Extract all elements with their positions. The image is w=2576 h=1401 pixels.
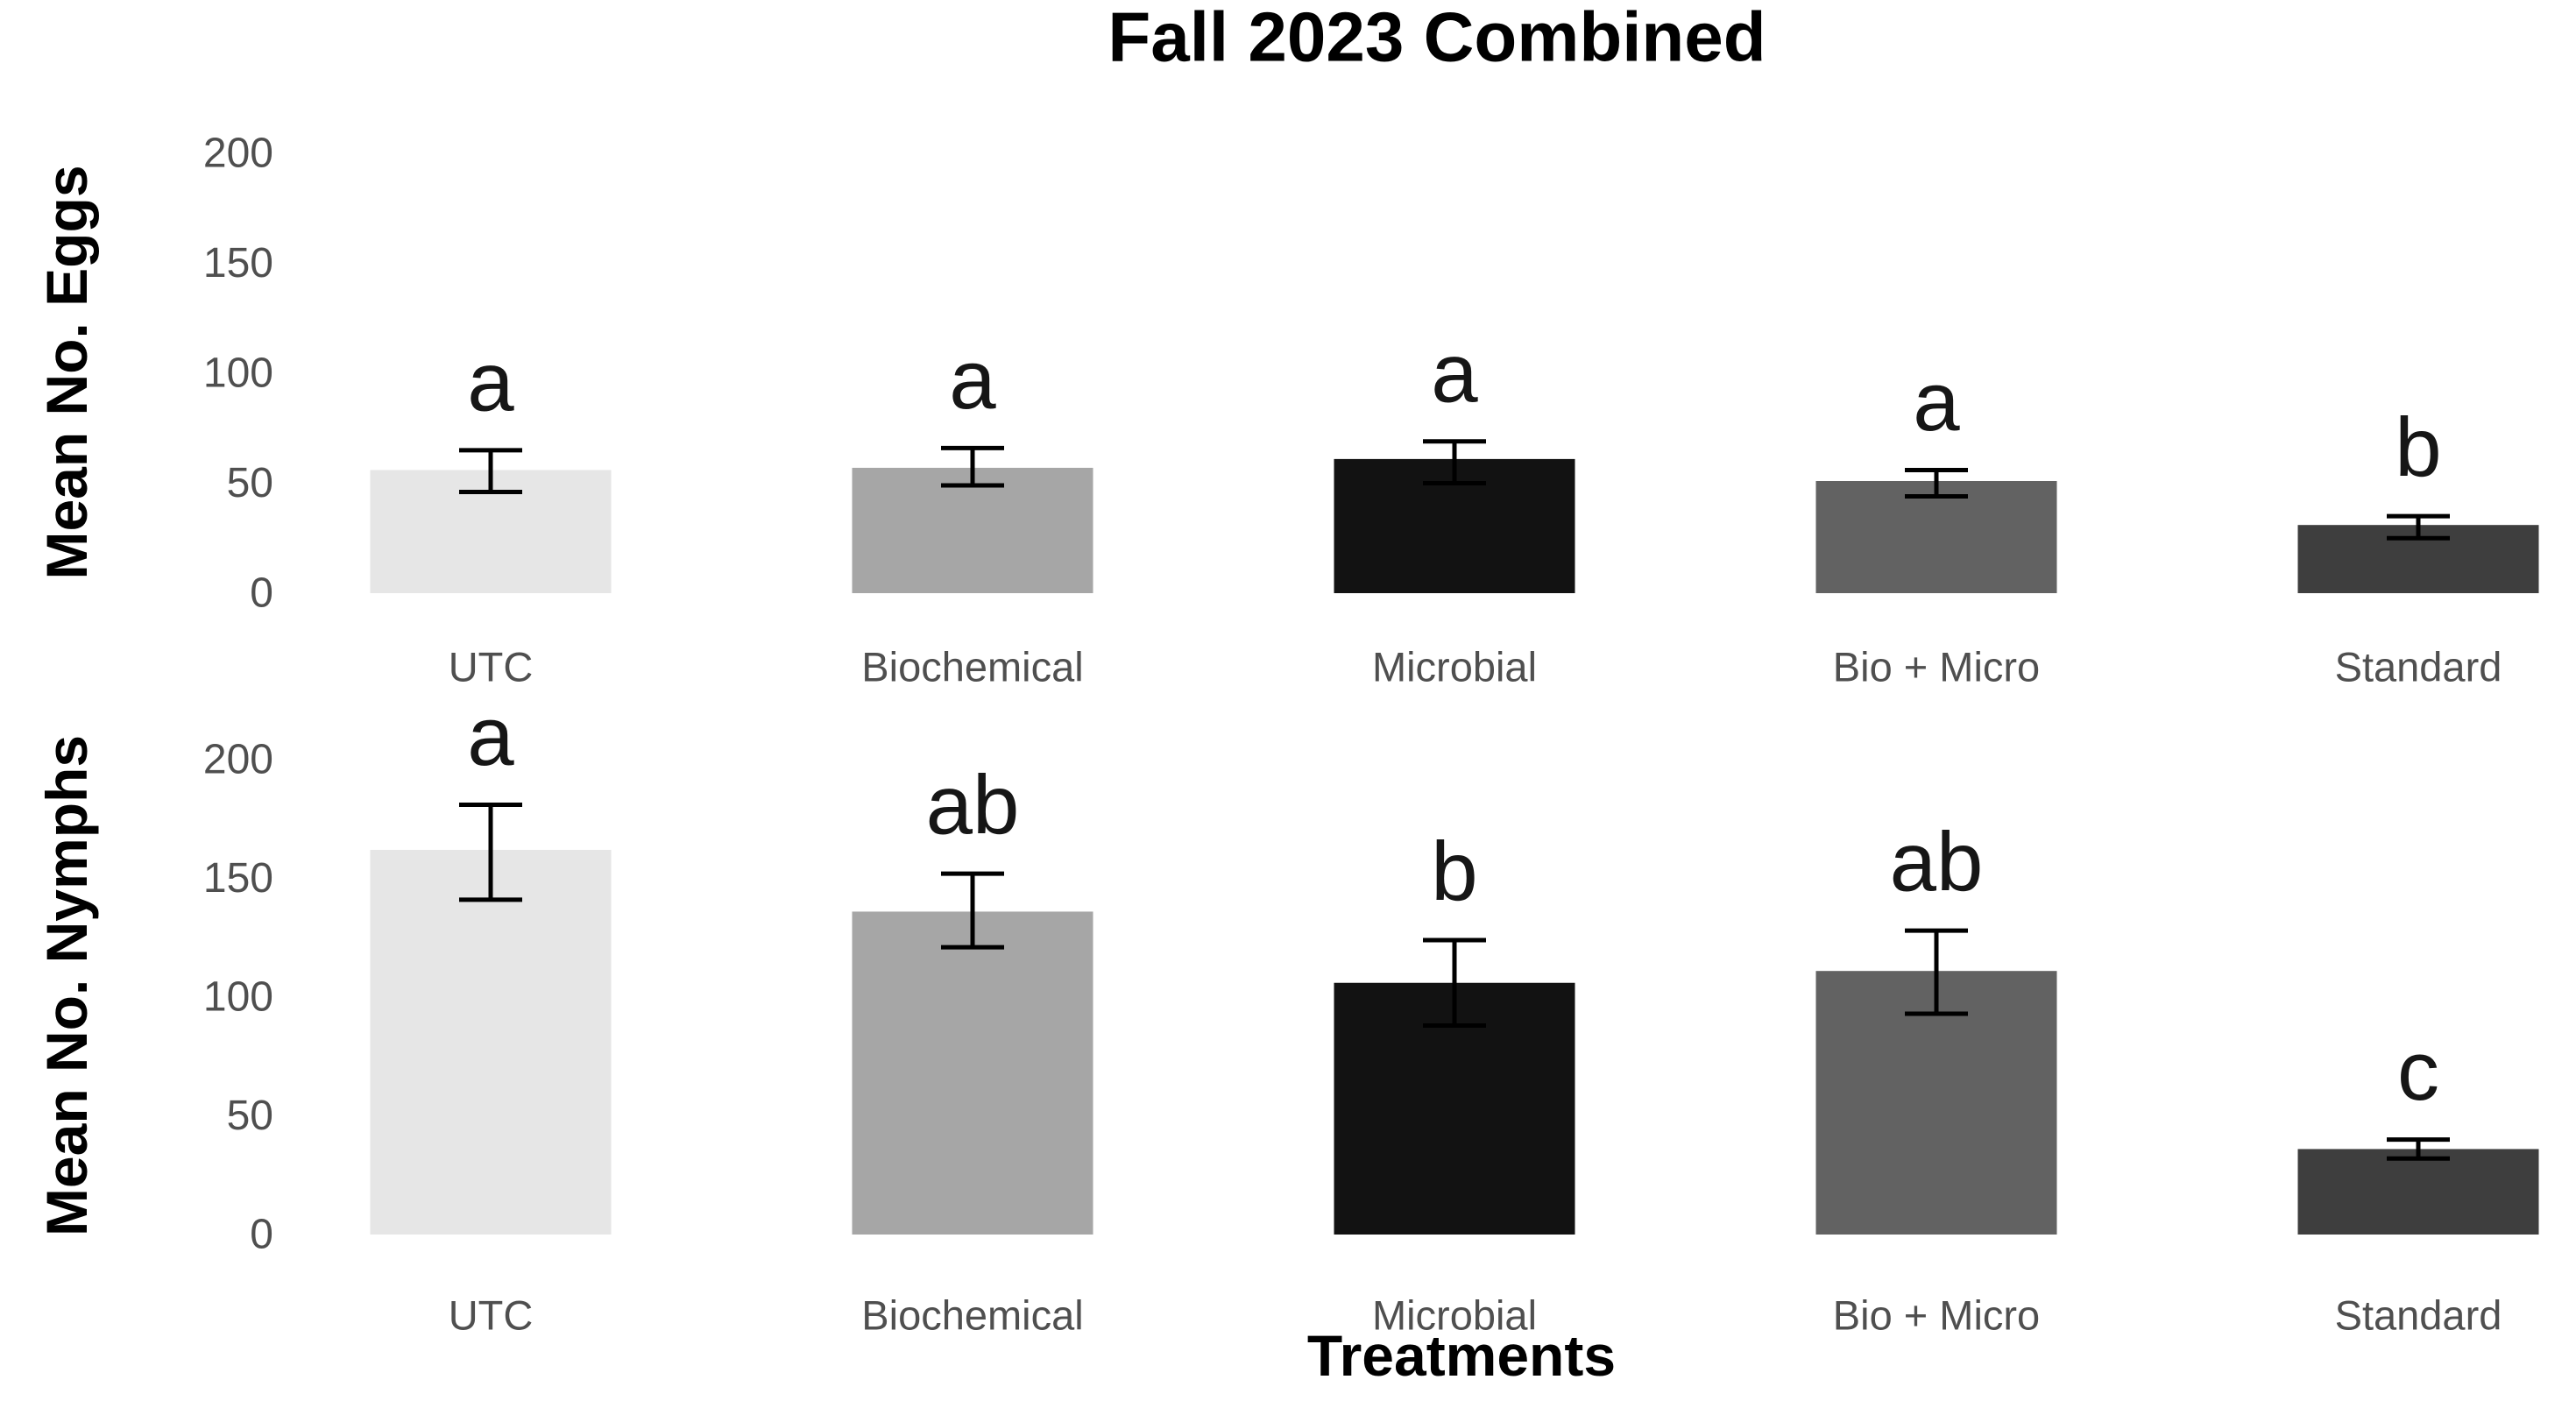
y-tick-label-eggs-50: 50 <box>227 460 273 506</box>
bar-nymphs-biochemical <box>852 911 1093 1235</box>
chart-title: Fall 2023 Combined <box>1108 0 1766 76</box>
sig-letter-nymphs-microbial: b <box>1431 824 1477 918</box>
x-tick-label-nymphs-microbial: Microbial <box>1372 1292 1537 1339</box>
sig-letter-nymphs-biochemical: ab <box>926 759 1020 853</box>
x-tick-label-nymphs-utc: UTC <box>449 1292 534 1339</box>
y-tick-label-eggs-0: 0 <box>250 570 273 617</box>
sig-letter-nymphs-utc: a <box>467 690 514 783</box>
y-tick-label-nymphs-200: 200 <box>203 737 273 783</box>
sig-letter-eggs-standard: b <box>2395 401 2441 495</box>
x-tick-label-eggs-utc: UTC <box>449 644 534 690</box>
y-tick-label-nymphs-150: 150 <box>203 855 273 902</box>
x-tick-label-eggs-bio-micro: Bio + Micro <box>1833 644 2040 690</box>
y-axis-title-eggs: Mean No. Eggs <box>34 165 99 579</box>
sig-letter-eggs-biochemical: a <box>949 333 996 427</box>
x-tick-label-eggs-standard: Standard <box>2335 644 2502 690</box>
sig-letter-eggs-microbial: a <box>1431 326 1478 420</box>
x-tick-label-nymphs-biochemical: Biochemical <box>861 1292 1083 1339</box>
panel-nymphs: 0 50 100 150 200 Mean No. Nymphs a UTC ab Biochem… <box>34 690 2539 1339</box>
x-tick-label-eggs-microbial: Microbial <box>1372 644 1537 690</box>
y-tick-label-eggs-100: 100 <box>203 350 273 397</box>
y-tick-label-nymphs-0: 0 <box>250 1212 273 1258</box>
bar-nymphs-standard <box>2297 1149 2539 1235</box>
y-axis-title-nymphs: Mean No. Nymphs <box>34 735 99 1236</box>
sig-letter-eggs-bio-micro: a <box>1913 355 1960 449</box>
x-tick-label-nymphs-standard: Standard <box>2335 1292 2502 1339</box>
sig-letter-eggs-utc: a <box>467 335 514 428</box>
sig-letter-nymphs-bio-micro: ab <box>1890 816 1984 909</box>
y-tick-label-eggs-150: 150 <box>203 240 273 287</box>
sig-letter-nymphs-standard: c <box>2397 1024 2439 1118</box>
bar-nymphs-utc <box>370 849 612 1235</box>
bar-eggs-bio-micro <box>1815 480 2057 593</box>
x-tick-label-eggs-biochemical: Biochemical <box>861 644 1083 690</box>
y-tick-label-eggs-200: 200 <box>203 131 273 177</box>
bar-eggs-biochemical <box>852 467 1093 593</box>
x-tick-label-nymphs-bio-micro: Bio + Micro <box>1833 1292 2040 1339</box>
y-tick-label-nymphs-50: 50 <box>227 1093 273 1139</box>
panel-eggs: 0 50 100 150 200 Mean No. Eggs a UTC a Biochemica… <box>34 131 2539 690</box>
y-tick-label-nymphs-100: 100 <box>203 974 273 1021</box>
x-axis-title: Treatments <box>1307 1323 1616 1388</box>
